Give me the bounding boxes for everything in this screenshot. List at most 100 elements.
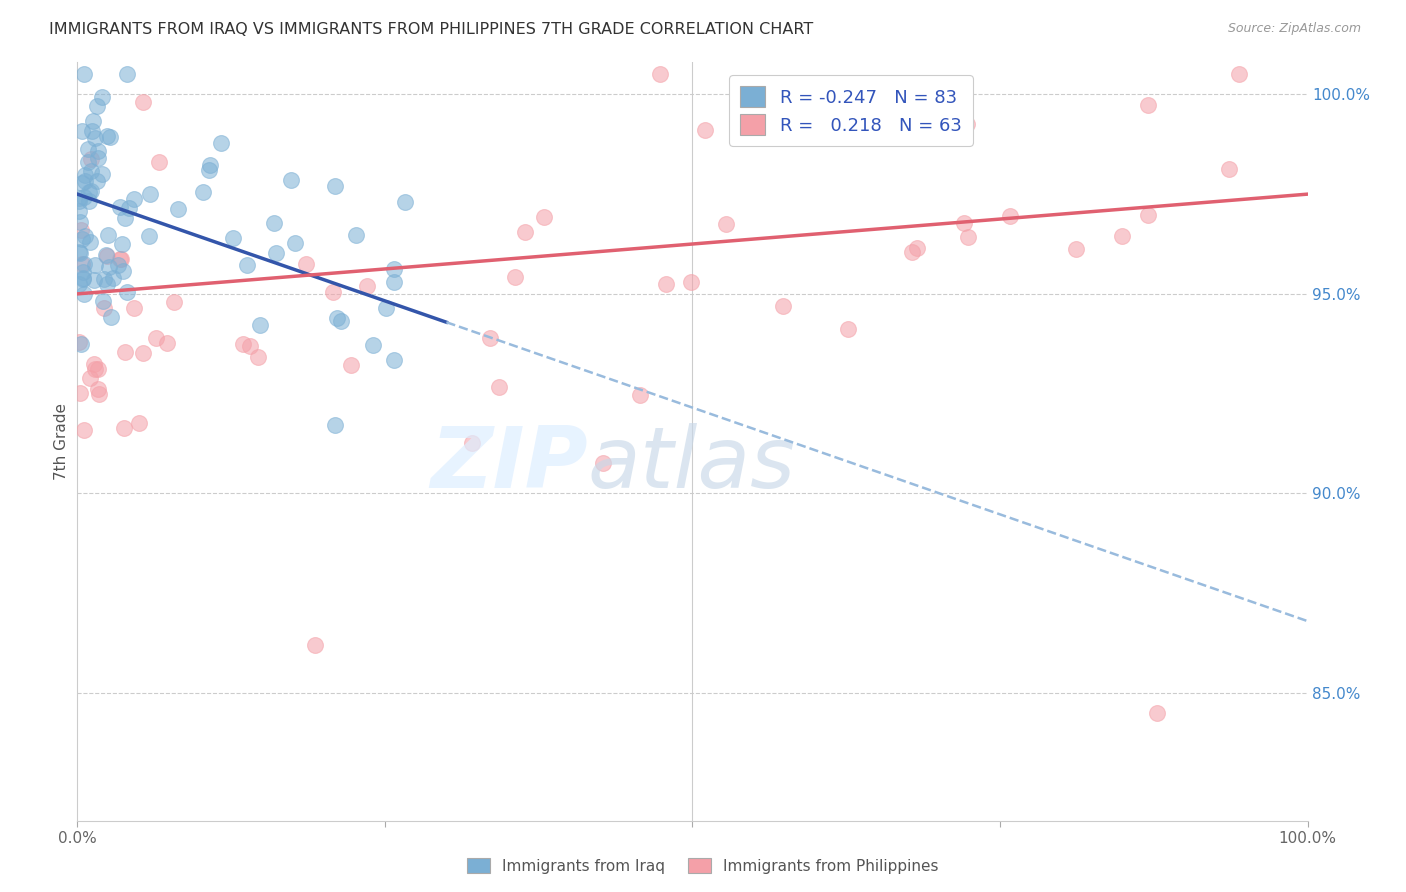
Point: [295, 257, 318, 271]
Point: [323, 418, 346, 433]
Point: [72, 190, 94, 204]
Point: [209, 136, 232, 150]
Point: [73, 174, 96, 188]
Point: [79, 152, 101, 166]
Point: [998, 210, 1021, 224]
Point: [382, 353, 405, 368]
Point: [460, 435, 482, 450]
Point: [263, 216, 285, 230]
Point: [91, 293, 114, 308]
Point: [901, 245, 924, 260]
Point: [69, 222, 91, 236]
Point: [69, 215, 91, 229]
Point: [73, 257, 96, 271]
Point: [87, 383, 110, 397]
Point: [73, 423, 96, 437]
Point: [110, 200, 132, 214]
Point: [67, 203, 90, 218]
Point: [93, 272, 115, 286]
Point: [115, 67, 138, 81]
Point: [114, 211, 136, 225]
Point: [111, 236, 134, 251]
Point: [515, 225, 537, 239]
Point: [72, 271, 94, 285]
Point: [956, 117, 979, 131]
Point: [648, 67, 671, 81]
Point: [384, 276, 406, 290]
Point: [356, 279, 378, 293]
Point: [222, 231, 245, 245]
Point: [73, 228, 96, 243]
Point: [118, 201, 141, 215]
Point: [79, 371, 101, 385]
Point: [1137, 97, 1160, 112]
Point: [592, 456, 614, 470]
Text: ZIP: ZIP: [430, 423, 588, 506]
Point: [69, 246, 91, 260]
Point: [837, 322, 859, 336]
Point: [1227, 67, 1250, 81]
Point: [284, 236, 307, 251]
Point: [67, 334, 90, 349]
Point: [198, 162, 221, 177]
Point: [97, 260, 120, 274]
Point: [67, 245, 90, 260]
Point: [330, 314, 353, 328]
Point: [73, 168, 96, 182]
Point: [72, 176, 94, 190]
Point: [101, 271, 124, 285]
Point: [361, 338, 384, 352]
Point: [905, 241, 928, 255]
Point: [87, 144, 110, 158]
Point: [84, 362, 107, 376]
Point: [73, 287, 96, 301]
Point: [72, 265, 94, 279]
Point: [117, 285, 139, 300]
Point: [70, 257, 93, 271]
Point: [96, 248, 118, 262]
Point: [87, 362, 110, 376]
Point: [83, 357, 105, 371]
Point: [108, 252, 131, 267]
Point: [167, 202, 190, 217]
Point: [344, 228, 367, 243]
Point: [67, 191, 90, 205]
Legend: R = -0.247   N = 83, R =   0.218   N = 63: R = -0.247 N = 83, R = 0.218 N = 63: [730, 75, 973, 146]
Point: [326, 311, 349, 326]
Point: [374, 301, 396, 315]
Point: [67, 194, 90, 209]
Point: [953, 215, 976, 229]
Point: [77, 142, 100, 156]
Point: [138, 187, 160, 202]
Point: [488, 379, 510, 393]
Point: [89, 387, 111, 401]
Point: [80, 124, 103, 138]
Point: [693, 123, 716, 137]
Point: [79, 184, 101, 198]
Point: [90, 167, 112, 181]
Point: [232, 337, 254, 351]
Point: [827, 108, 849, 122]
Point: [1146, 706, 1168, 720]
Point: [145, 331, 167, 345]
Point: [503, 270, 526, 285]
Point: [163, 295, 186, 310]
Point: [70, 337, 93, 351]
Point: [679, 275, 702, 289]
Point: [114, 345, 136, 359]
Point: [107, 258, 129, 272]
Point: [382, 261, 405, 276]
Y-axis label: 7th Grade: 7th Grade: [53, 403, 69, 480]
Point: [148, 154, 170, 169]
Point: [84, 131, 107, 145]
Point: [83, 272, 105, 286]
Point: [110, 252, 132, 266]
Point: [1111, 228, 1133, 243]
Point: [239, 339, 262, 353]
Point: [79, 194, 101, 208]
Point: [1218, 161, 1240, 176]
Point: [128, 417, 150, 431]
Point: [96, 277, 118, 291]
Point: [72, 271, 94, 285]
Point: [280, 173, 302, 187]
